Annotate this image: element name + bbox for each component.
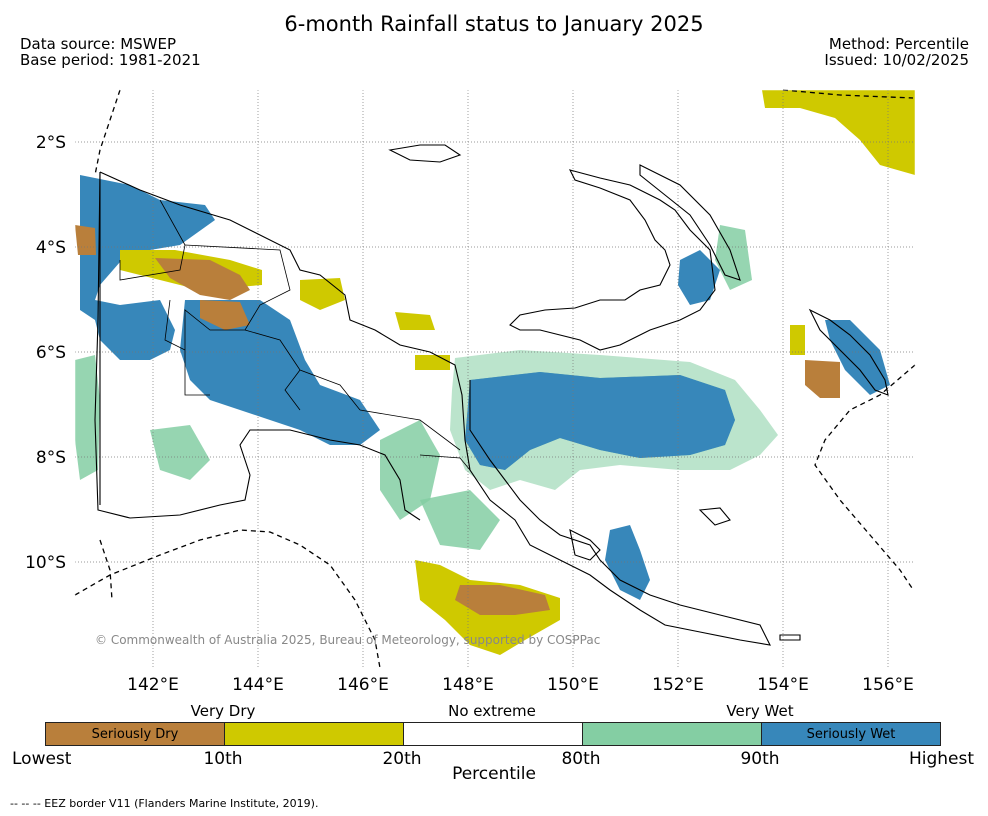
data-source: Data source: MSWEP xyxy=(20,35,177,53)
seriously-dry-region-west xyxy=(155,258,250,300)
legend-colorbar: Seriously Dry Seriously Wet xyxy=(45,722,941,746)
x-tick-label: 142°E xyxy=(127,675,179,695)
legend-tick-80th: 80th xyxy=(561,749,601,769)
very-dry-region-north xyxy=(762,90,915,175)
y-axis-labels: 2°S 4°S 6°S 8°S 10°S xyxy=(25,133,66,573)
legend-seriously-dry: Seriously Dry xyxy=(46,723,225,745)
meta-right: Method: Percentile Issued: 10/02/2025 xyxy=(824,36,969,68)
x-tick-label: 150°E xyxy=(547,675,599,695)
map-title: 6-month Rainfall status to January 2025 xyxy=(284,12,704,36)
x-tick-label: 146°E xyxy=(337,675,389,695)
coastline xyxy=(94,144,889,646)
map-frame xyxy=(74,89,916,669)
eez-footnote: -- -- -- EEZ border V11 (Flanders Marine… xyxy=(10,797,319,810)
legend-no-extreme xyxy=(404,723,583,745)
legend-very-dry xyxy=(225,723,404,745)
legend-group-very-dry: Very Dry xyxy=(190,702,256,720)
legend-group-no-extreme: No extreme xyxy=(448,702,536,720)
issued-date: Issued: 10/02/2025 xyxy=(824,51,969,69)
wet-west-region xyxy=(80,175,215,360)
rainfall-map: 2°S 4°S 6°S 8°S 10°S 142°E 144°E 146°E 1… xyxy=(25,89,916,695)
legend-group-very-wet: Very Wet xyxy=(726,702,794,720)
legend-tick-lowest: Lowest xyxy=(12,749,72,769)
base-period: Base period: 1981-2021 xyxy=(20,51,201,69)
very-wet-west-patches xyxy=(75,355,100,480)
x-tick-label: 148°E xyxy=(442,675,494,695)
copyright-notice: © Commonwealth of Australia 2025, Bureau… xyxy=(95,633,601,647)
legend-very-wet xyxy=(583,723,762,745)
legend-tick-20th: 20th xyxy=(382,749,422,769)
legend-seriously-wet: Seriously Wet xyxy=(762,723,940,745)
graticule xyxy=(75,90,915,668)
legend-tick-highest: Highest xyxy=(908,749,974,769)
x-axis-labels: 142°E 144°E 146°E 148°E 150°E 152°E 154°… xyxy=(127,675,914,695)
y-tick-label: 2°S xyxy=(36,133,66,153)
x-tick-label: 154°E xyxy=(757,675,809,695)
x-tick-label: 156°E xyxy=(862,675,914,695)
legend-tick-90th: 90th xyxy=(740,749,780,769)
legend-axis-label: Percentile xyxy=(452,764,536,784)
meta-left: Data source: MSWEP Base period: 1981-202… xyxy=(20,36,201,68)
y-tick-label: 4°S xyxy=(36,238,66,258)
legend-tick-10th: 10th xyxy=(203,749,243,769)
x-tick-label: 152°E xyxy=(652,675,704,695)
y-tick-label: 8°S xyxy=(36,448,66,468)
province-borders xyxy=(119,199,471,471)
y-tick-label: 10°S xyxy=(25,553,66,573)
eez-border xyxy=(74,89,916,669)
method: Method: Percentile xyxy=(828,35,969,53)
x-tick-label: 144°E xyxy=(232,675,284,695)
y-tick-label: 6°S xyxy=(36,343,66,363)
seriously-dry-region-south xyxy=(455,585,550,615)
